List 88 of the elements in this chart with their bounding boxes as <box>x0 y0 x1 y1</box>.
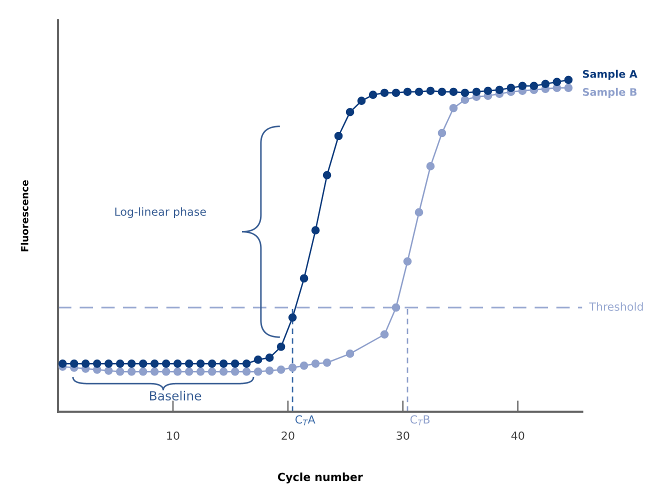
point <box>58 360 67 368</box>
y-axis-title: Fluorescence <box>20 180 28 252</box>
point <box>380 88 389 98</box>
ref-line-label: C$_{T}$B <box>410 415 430 426</box>
point <box>242 367 251 376</box>
point <box>208 367 216 376</box>
point <box>116 367 124 376</box>
x-tick-label: 40 <box>511 431 524 440</box>
point <box>254 367 262 376</box>
point <box>254 356 262 364</box>
point <box>357 96 366 105</box>
point <box>460 96 470 104</box>
point <box>265 366 274 375</box>
point <box>81 360 90 368</box>
point <box>552 78 562 86</box>
point <box>104 360 113 368</box>
point <box>116 360 124 368</box>
point <box>322 358 332 367</box>
point <box>104 366 113 375</box>
point <box>276 365 286 374</box>
point <box>368 90 378 100</box>
point <box>300 274 308 283</box>
point <box>392 303 400 312</box>
point <box>403 257 412 266</box>
series-label: Sample B <box>582 88 637 98</box>
point <box>518 82 527 90</box>
point <box>346 350 354 358</box>
point <box>219 360 228 368</box>
ref-line-label: Threshold <box>589 302 643 311</box>
point <box>495 86 504 94</box>
point <box>162 360 170 368</box>
annotation: Baseline <box>150 390 202 400</box>
point <box>127 360 136 368</box>
x-tick-label: 20 <box>282 431 294 440</box>
point <box>564 84 573 92</box>
x-tick-label: 30 <box>396 431 410 440</box>
point <box>138 360 148 368</box>
point <box>288 363 297 372</box>
x-tick-label: 10 <box>167 431 180 440</box>
point <box>541 80 550 88</box>
point <box>438 128 446 138</box>
point <box>219 367 228 376</box>
point <box>472 88 481 96</box>
point <box>438 88 446 96</box>
point <box>426 86 435 96</box>
point <box>403 88 412 96</box>
point <box>230 360 240 368</box>
point <box>414 88 424 96</box>
point <box>162 367 170 376</box>
point <box>230 367 240 376</box>
annotation: Log-linear phase <box>115 207 206 218</box>
point <box>70 360 78 368</box>
series-label: Sample A <box>582 70 638 80</box>
point <box>449 104 458 112</box>
point <box>300 362 308 370</box>
point <box>265 354 274 362</box>
point <box>150 367 159 376</box>
point <box>530 82 538 90</box>
point <box>276 342 286 351</box>
point <box>196 360 205 368</box>
point <box>184 367 194 376</box>
point <box>138 367 148 376</box>
point <box>311 360 320 368</box>
point <box>380 330 389 339</box>
point <box>484 86 492 96</box>
point <box>184 360 194 368</box>
point <box>414 208 424 217</box>
point <box>92 360 102 368</box>
point <box>173 360 182 368</box>
point <box>564 76 573 84</box>
ref-line-label: C$_{T}$A <box>295 415 316 426</box>
x-axis-title: Cycle number <box>278 472 363 484</box>
point <box>173 367 182 376</box>
point <box>196 367 205 376</box>
point <box>208 360 216 368</box>
point <box>426 162 435 170</box>
point <box>127 367 136 376</box>
point <box>311 226 320 234</box>
point <box>322 171 332 180</box>
point <box>392 88 400 98</box>
point <box>288 313 297 322</box>
point <box>150 360 159 368</box>
point <box>506 84 516 92</box>
point <box>334 132 343 140</box>
point <box>346 108 354 116</box>
point <box>242 360 251 368</box>
point <box>460 88 470 98</box>
point <box>449 88 458 96</box>
